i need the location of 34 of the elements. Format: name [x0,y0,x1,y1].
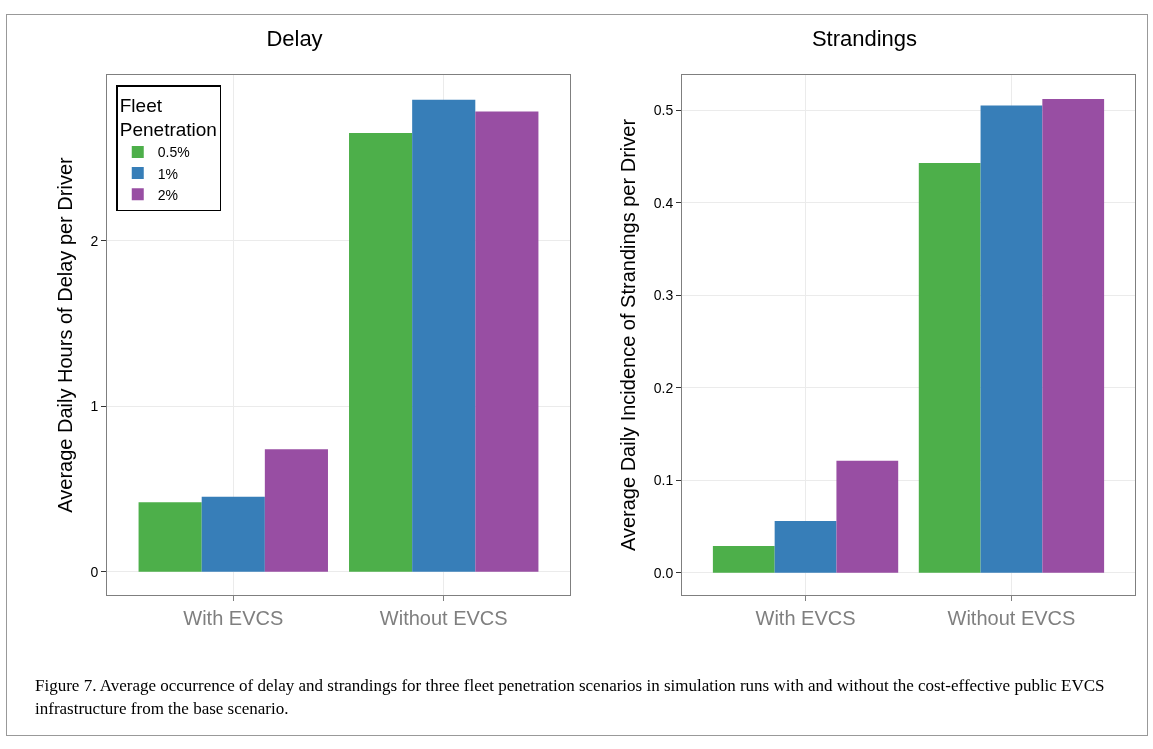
chart-title: Delay [266,25,323,51]
y-tick-label: 0.1 [653,472,674,489]
y-tick-label: 1 [90,398,99,415]
x-tick-label: Without EVCS [947,607,1076,629]
y-tick-label: 0.2 [653,379,674,396]
x-tick-label: With EVCS [183,607,284,629]
y-axis-title: Average Daily Hours of Delay per Driver [53,157,76,513]
bar [1042,99,1105,573]
y-axis-title: Average Daily Incidence of Strandings per Driver [617,118,640,552]
y-tick-label: 0.4 [653,194,674,211]
x-tick-label: With EVCS [755,607,856,629]
bar [836,460,899,573]
bar [980,105,1043,573]
y-tick-label: 0.5 [653,102,674,119]
legend-label: 1% [157,165,178,182]
caption: Figure 7. Average occurrence of delay and strandings for three fleet penetration scenarios in simulation runs with and without the cost-effective public EVCS infrastructure from the base scenario. [35,675,1106,720]
chart-title: Strandings [811,25,918,51]
legend-label: 0.5% [157,144,190,161]
bar [138,502,202,572]
y-tick-label: 2 [90,232,99,249]
bar [264,449,328,572]
bar [412,99,476,572]
bar [918,162,981,573]
y-tick-label: 0.0 [653,564,674,581]
x-tick-label: Without EVCS [379,607,508,629]
legend-title: Fleet Penetration [119,94,217,141]
bar [201,496,265,572]
bar [475,111,539,572]
bar [774,520,837,573]
bar [712,545,775,573]
legend-label: 2% [157,186,178,203]
y-tick-label: 0 [90,563,99,580]
y-tick-label: 0.3 [653,287,674,304]
bar [349,132,413,572]
